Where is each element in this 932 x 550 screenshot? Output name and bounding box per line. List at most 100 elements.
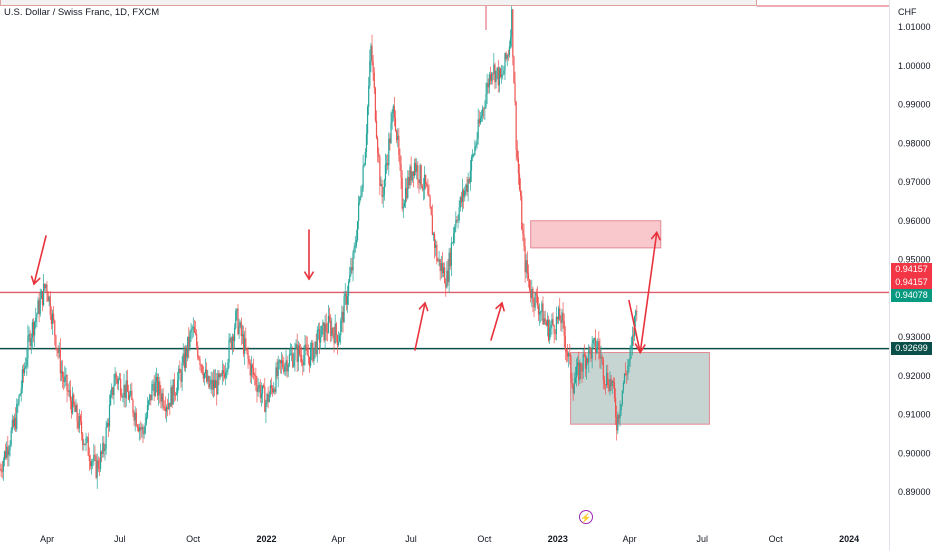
candle-body: [269, 385, 271, 395]
candle-body: [135, 412, 137, 426]
candle-body: [505, 53, 507, 59]
candle-body: [44, 283, 46, 289]
projection-up-head: [650, 230, 661, 241]
candle-body: [503, 70, 505, 75]
candle-body: [39, 298, 41, 315]
candle-body: [468, 179, 470, 183]
candle-body: [473, 154, 475, 156]
candle-body: [327, 316, 330, 333]
candle-body: [494, 64, 496, 83]
candle-body: [527, 273, 530, 280]
candle-body: [192, 326, 194, 329]
candle-body: [526, 260, 528, 274]
candle-body: [112, 387, 114, 396]
candle-body: [84, 443, 86, 445]
candle-body: [15, 417, 17, 430]
candle-body: [272, 387, 274, 393]
candle-body: [568, 353, 570, 357]
candle-body: [337, 342, 340, 346]
candle-body: [289, 354, 292, 355]
candle-body: [437, 261, 439, 262]
candle-body: [244, 338, 246, 354]
candle-body: [169, 402, 171, 407]
candle-body: [522, 229, 524, 234]
candle-body: [482, 108, 484, 116]
candle-body: [13, 417, 16, 427]
candle-body: [373, 72, 375, 88]
candle-body: [58, 348, 60, 353]
candle-body: [31, 322, 33, 338]
candle-body: [103, 442, 105, 451]
candle-body: [70, 400, 73, 414]
candle-body: [179, 368, 181, 373]
candle-body: [476, 138, 478, 145]
candle-body: [210, 379, 212, 384]
candle-body: [445, 283, 447, 288]
candle-body: [30, 337, 32, 346]
candle-body: [430, 206, 432, 216]
candle-body: [209, 383, 211, 388]
candle-body: [425, 174, 427, 185]
candle-body: [332, 327, 334, 334]
candle-body: [222, 369, 225, 374]
candle-body: [588, 346, 590, 363]
candle-body: [235, 311, 237, 328]
candle-body: [99, 451, 102, 469]
candle-body: [579, 362, 581, 381]
candle-body: [390, 122, 392, 144]
candle-body: [187, 336, 189, 358]
candle-body: [188, 336, 190, 348]
symbol-title[interactable]: U.S. Dollar / Swiss Franc, 1D, FXCM: [4, 7, 160, 18]
y-tick-label: 0.93000: [898, 332, 931, 342]
candle-body: [311, 342, 313, 350]
candle-body: [572, 385, 574, 394]
candle-body: [592, 339, 594, 344]
candle-body: [351, 267, 353, 271]
candle-body: [619, 410, 621, 419]
candle-body: [165, 407, 168, 412]
candle-body: [59, 348, 61, 374]
candle-body: [73, 394, 75, 406]
candle-body: [211, 379, 213, 390]
candle-body: [88, 455, 90, 462]
candle-body: [399, 154, 401, 165]
candle-body: [237, 308, 239, 335]
candle-body: [621, 390, 623, 405]
candle-body: [284, 365, 286, 372]
candle-body: [41, 291, 44, 305]
candle-body: [49, 296, 51, 316]
candle-body: [432, 233, 435, 236]
candle-body: [388, 138, 390, 166]
candle-body: [471, 154, 474, 157]
lightning-icon[interactable]: ⚡: [579, 510, 593, 524]
candle-body: [429, 196, 431, 207]
candle-body: [591, 343, 593, 359]
candle-body: [220, 374, 222, 376]
candle-body: [525, 260, 527, 273]
candle-body: [315, 341, 317, 355]
supply-zone: [530, 220, 662, 249]
candle-body: [460, 197, 463, 203]
candle-body: [341, 311, 343, 321]
candle-body: [263, 385, 265, 388]
candle-body: [268, 394, 270, 402]
candle-body: [363, 164, 365, 166]
y-tick-label: 0.96000: [898, 216, 931, 226]
candle-body: [428, 194, 430, 197]
candle-body: [573, 383, 575, 394]
candle-body: [9, 445, 11, 451]
candle-body: [345, 293, 347, 305]
candle-body: [578, 362, 580, 381]
candle-body: [551, 319, 553, 325]
candle-body: [226, 370, 228, 372]
candle-body: [64, 376, 66, 382]
candle-body: [614, 397, 617, 417]
candle-body: [326, 331, 328, 333]
candle-body: [55, 335, 57, 349]
candle-body: [303, 355, 305, 366]
candle-body: [444, 267, 446, 284]
arrow-down-mar22-head: [304, 271, 314, 281]
candle-body: [308, 356, 311, 366]
